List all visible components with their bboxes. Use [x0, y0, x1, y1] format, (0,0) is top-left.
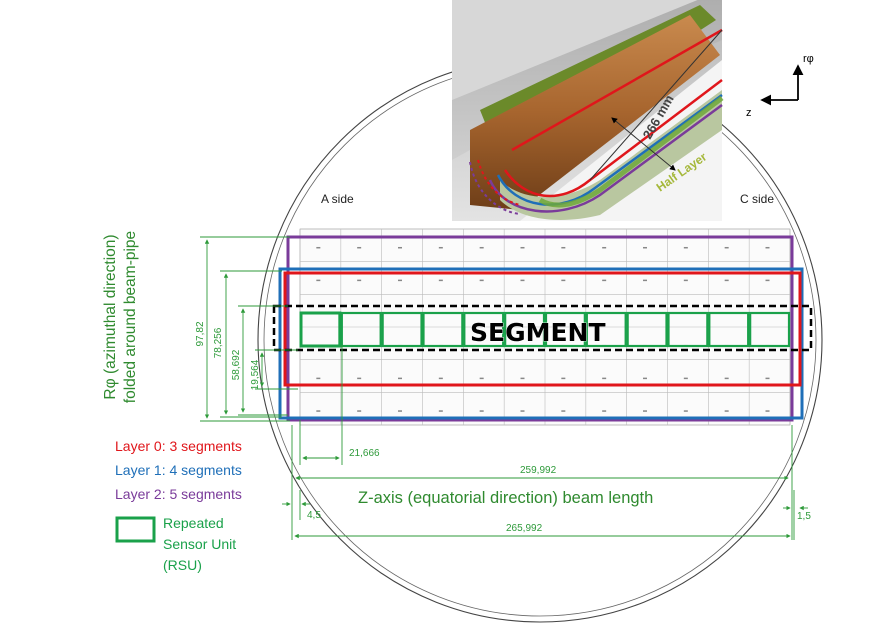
- z-axis-description: Z-axis (equatorial direction) beam lengt…: [358, 489, 653, 507]
- rsu-box: [463, 311, 505, 348]
- sensor-mark: [683, 410, 688, 412]
- dim-19-564: 19,564: [250, 359, 261, 390]
- rsu-box: [544, 311, 586, 348]
- sensor-mark: [602, 377, 607, 380]
- rsu-box: [422, 311, 464, 348]
- legend-rsu-swatch: [115, 516, 156, 543]
- sensor-mark: [438, 410, 443, 412]
- rphi-axis-label: rφ: [803, 53, 814, 65]
- legend-layer1: Layer 1: 4 segments: [115, 462, 242, 478]
- rsu-box: [585, 311, 627, 348]
- sensor-mark: [398, 279, 402, 282]
- sensor-mark: [316, 410, 321, 412]
- sensor-mark: [561, 410, 566, 412]
- sensor-mark: [520, 246, 525, 249]
- sensor-mark: [357, 246, 362, 249]
- sensor-mark: [316, 377, 321, 380]
- legend-rsu-line3: (RSU): [163, 557, 202, 573]
- sensor-mark: [438, 246, 443, 249]
- sensor-mark: [520, 279, 525, 282]
- vertical-dimensions: [200, 236, 298, 422]
- rsu-box: [504, 311, 546, 348]
- dim-58-692: 58,692: [231, 349, 242, 380]
- rsu-box: [749, 311, 791, 348]
- sensor-mark: [765, 279, 770, 282]
- layer0-outline: [283, 271, 802, 387]
- horizontal-dimensions: [282, 345, 808, 540]
- rsu-box: [299, 311, 342, 348]
- sensor-mark: [479, 279, 484, 282]
- sensor-mark: [643, 377, 647, 380]
- sensor-mark: [724, 410, 729, 412]
- sensor-mark: [438, 377, 443, 380]
- sensor-mark: [724, 246, 729, 249]
- segment-box: [272, 304, 813, 352]
- sensor-mark: [602, 279, 607, 282]
- sensor-mark: [398, 377, 402, 380]
- sensor-mark: [479, 246, 484, 249]
- dim-265-992: 265,992: [506, 523, 543, 534]
- sensor-mark: [561, 377, 566, 380]
- sensor-mark: [724, 279, 729, 282]
- rsu-box: [340, 311, 382, 348]
- sensor-mark: [357, 377, 362, 380]
- sensor-mark: [643, 279, 647, 282]
- layer1-outline: [278, 267, 804, 420]
- sensor-mark: [520, 377, 525, 380]
- rsu-row: [299, 311, 791, 348]
- sensor-mark: [316, 246, 321, 249]
- sensor-mark: [765, 377, 770, 380]
- sensor-mark: [602, 246, 607, 249]
- sensor-mark: [398, 246, 402, 249]
- segment-label: SEGMENT: [470, 318, 606, 347]
- sensor-mark: [602, 410, 607, 412]
- sensor-mark: [357, 410, 362, 412]
- dim-21-666: 21,666: [349, 448, 380, 459]
- sensor-mark: [765, 410, 770, 412]
- legend-rsu-line2: Sensor Unit: [163, 536, 236, 552]
- sensor-mark: [316, 279, 321, 282]
- rsu-box: [626, 311, 668, 348]
- sensor-mark: [561, 279, 566, 282]
- sensor-mark: [479, 377, 484, 380]
- sensor-mark: [765, 246, 770, 249]
- dim-78-256: 78,256: [213, 327, 224, 358]
- sensor-mark: [683, 377, 688, 380]
- legend-rsu-line1: Repeated: [163, 515, 224, 531]
- sensor-mark: [357, 279, 362, 282]
- dim-97-82: 97,82: [195, 321, 206, 346]
- sensor-mark: [479, 410, 484, 412]
- sensor-mark: [561, 246, 566, 249]
- sensor-mark: [520, 410, 525, 412]
- sensor-mark: [398, 410, 402, 412]
- rphi-axis-description-2: folded around beam-pipe: [122, 231, 139, 403]
- sensor-mark: [683, 246, 688, 249]
- rphi-axis-description-1: Rφ (azimuthal direction): [102, 234, 119, 399]
- sensor-mark: [643, 246, 647, 249]
- legend: Layer 0: 3 segments Layer 1: 4 segments …: [115, 438, 242, 573]
- axes-icon: rφ z: [746, 53, 814, 119]
- c-side-label: C side: [740, 192, 774, 206]
- layer2-outline: [286, 235, 794, 422]
- half-layer-3d-inset: 266 mm Half Layer: [452, 0, 724, 221]
- rsu-box: [708, 311, 750, 348]
- sensor-mark: [724, 377, 729, 380]
- legend-layer2: Layer 2: 5 segments: [115, 486, 242, 502]
- dim-259-992: 259,992: [520, 465, 557, 476]
- sensor-mark: [683, 279, 688, 282]
- legend-layer0: Layer 0: 3 segments: [115, 438, 242, 454]
- rsu-box: [667, 311, 709, 348]
- a-side-label: A side: [321, 192, 354, 206]
- dim-4-5: 4,5: [307, 510, 321, 521]
- z-axis-label: z: [746, 107, 752, 119]
- rsu-box: [381, 311, 423, 348]
- sensor-mark: [438, 279, 443, 282]
- dim-1-5: 1,5: [797, 511, 811, 522]
- sensor-mark: [643, 410, 647, 412]
